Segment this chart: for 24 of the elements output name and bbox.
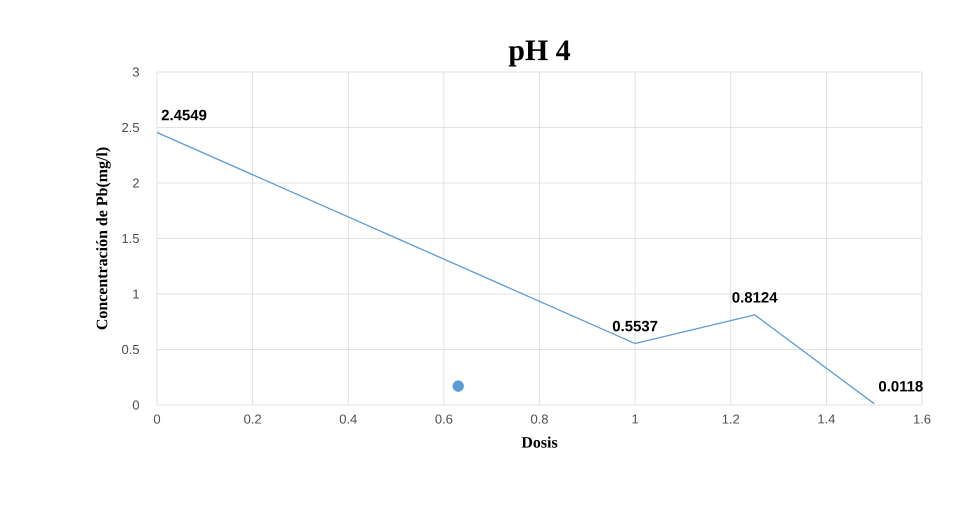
y-tick-label: 1: [133, 290, 139, 298]
y-tick-label: 0: [132, 400, 140, 410]
data-label: 0.5537: [612, 320, 658, 332]
y-tick-label: 1.5: [122, 234, 139, 244]
y-axis-title: Concentración de Pb(mg/l): [96, 148, 111, 330]
x-tick-label: 0.2: [244, 414, 261, 424]
y-tick-label: 3: [132, 67, 139, 77]
y-tick-label: 0.5: [122, 344, 139, 354]
x-tick-label: 0.6: [435, 414, 452, 424]
x-tick-label: 0.4: [340, 414, 357, 424]
line-series: [156, 132, 875, 404]
x-tick-label: 0: [154, 414, 160, 424]
data-label: 2.4549: [162, 110, 206, 120]
y-tick-label: 2: [132, 178, 139, 188]
x-axis-title: Dosis: [522, 436, 558, 448]
chart-title: pH 4: [508, 40, 570, 66]
data-label: 0.8124: [732, 292, 778, 303]
x-tick-label: 0.8: [531, 414, 548, 424]
x-tick-label: 1: [632, 414, 638, 424]
x-tick-label: 1.2: [722, 414, 740, 424]
y-tick-label: 2.5: [122, 122, 139, 132]
x-tick-label: 1.6: [914, 414, 930, 424]
x-tick-label: 1.4: [818, 414, 836, 424]
data-label: 0.0118: [878, 380, 923, 392]
